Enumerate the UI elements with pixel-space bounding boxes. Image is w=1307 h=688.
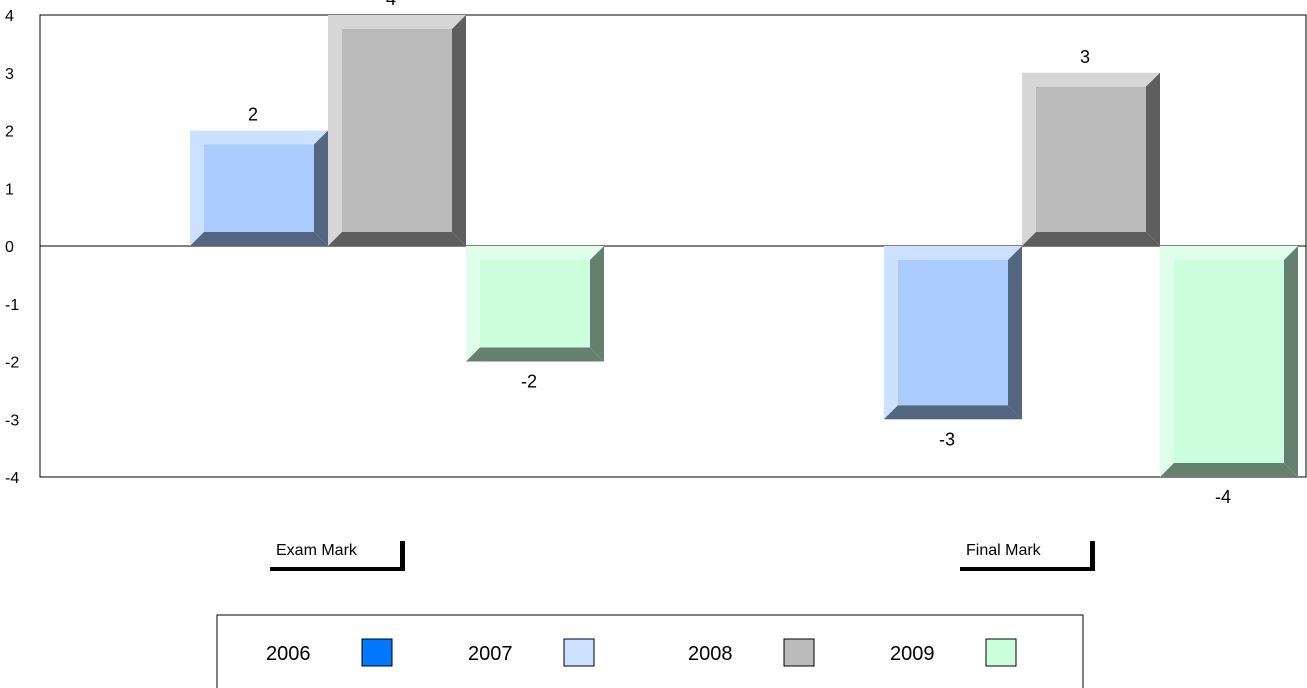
y-tick-label: 2: [5, 124, 14, 141]
y-tick-label: 1: [5, 181, 14, 198]
legend-item: 2008: [688, 638, 815, 667]
data-label: -3: [939, 429, 955, 449]
data-label: -4: [1215, 487, 1231, 507]
bar: [328, 15, 466, 246]
svg-text:2006: 2006: [266, 643, 311, 665]
bar: [884, 246, 1022, 420]
data-label: 3: [1080, 47, 1090, 67]
category-label: Exam Mark: [270, 541, 405, 571]
bar: [466, 246, 604, 362]
y-tick-label: -4: [5, 470, 19, 487]
legend-swatch: [783, 638, 815, 667]
legend-item: 2007: [468, 638, 595, 667]
svg-text:Exam Mark: Exam Mark: [276, 542, 358, 559]
legend-item: 2009: [890, 638, 1017, 667]
y-tick-label: 0: [5, 239, 14, 256]
bar: [1022, 72, 1160, 246]
y-tick-label: -1: [5, 297, 19, 314]
legend-swatch: [985, 638, 1017, 667]
y-axis: 4 3 2 1 0 -1 -2 -3 -4: [5, 8, 19, 487]
svg-text:2009: 2009: [890, 643, 935, 665]
data-label: 2: [248, 105, 258, 125]
legend: 2006 2007 2008 2009: [216, 614, 1084, 688]
y-tick-label: 3: [5, 66, 14, 83]
y-tick-label: -2: [5, 355, 19, 372]
data-label: 4: [386, 0, 396, 9]
legend-box: [216, 614, 1084, 688]
data-label: -2: [521, 372, 537, 392]
category-label: Final Mark: [960, 541, 1095, 571]
svg-text:2008: 2008: [688, 643, 733, 665]
bars: [190, 15, 1298, 477]
legend-swatch: [563, 638, 595, 667]
legend-swatch: [361, 638, 393, 667]
bar: [1160, 246, 1298, 477]
svg-text:2007: 2007: [468, 643, 513, 665]
y-tick-label: -3: [5, 412, 19, 429]
y-tick-label: 4: [5, 8, 14, 25]
category-labels: Exam Mark Final Mark: [270, 541, 1095, 571]
svg-text:Final Mark: Final Mark: [966, 542, 1042, 559]
data-labels: 2 4 -2 -3 3 -4: [248, 0, 1231, 507]
legend-item: 2006: [266, 638, 393, 667]
bar: [190, 130, 328, 246]
